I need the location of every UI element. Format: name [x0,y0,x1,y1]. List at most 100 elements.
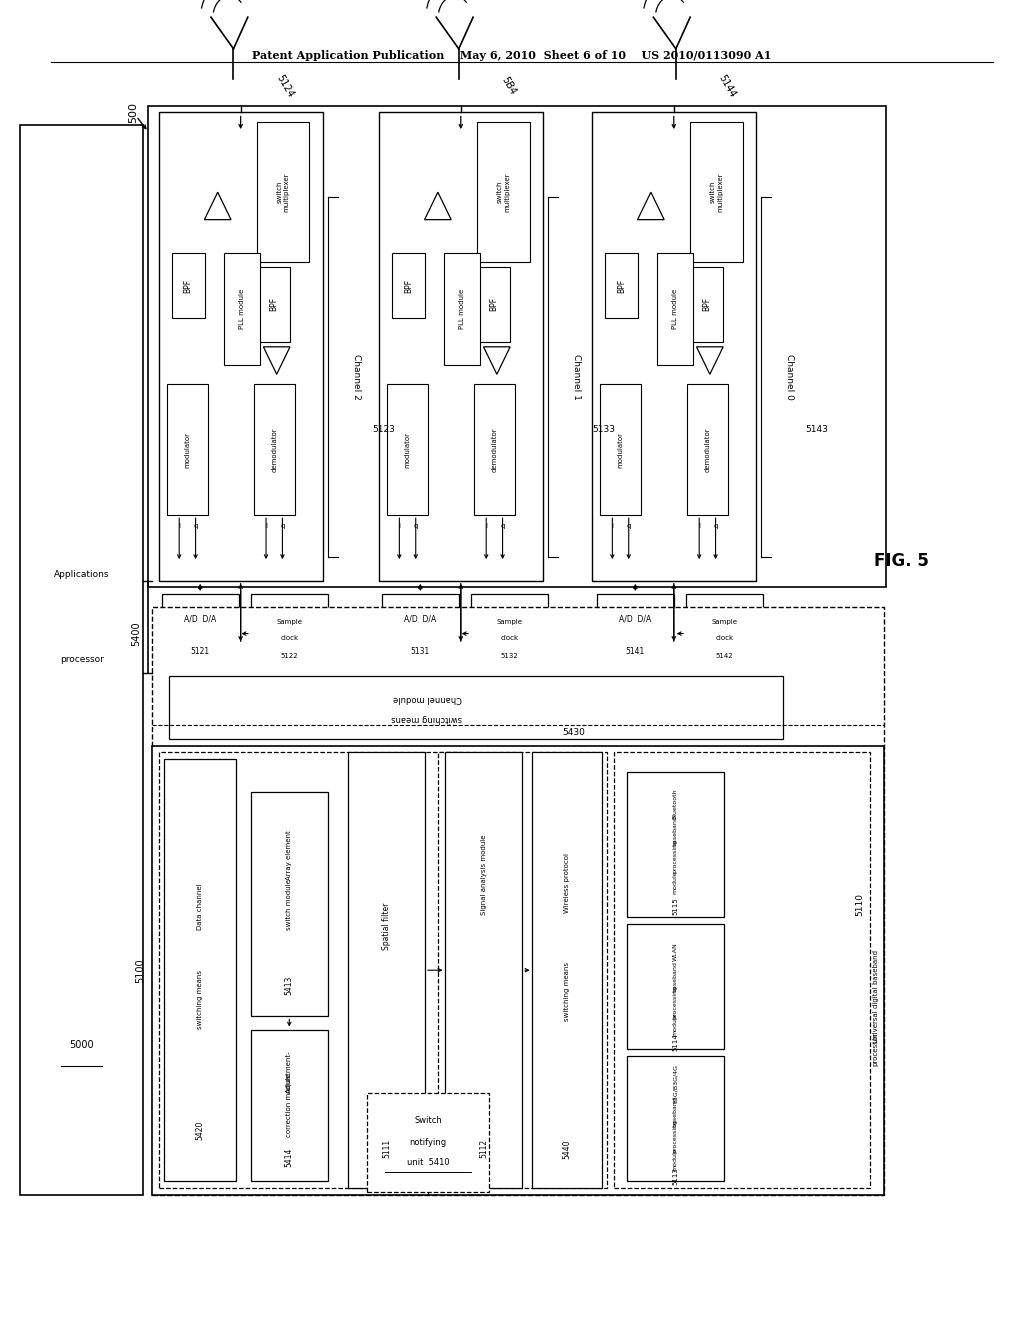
Text: notifying: notifying [410,1138,446,1147]
Text: 5122: 5122 [281,653,298,659]
Bar [164,759,236,1181]
Bar [348,752,425,1188]
Bar [172,253,205,318]
Text: 5131: 5131 [411,647,430,656]
Text: q: q [194,523,198,529]
Text: WLAN: WLAN [673,942,678,961]
Text: 5111: 5111 [382,1139,391,1159]
Text: Bluetooth: Bluetooth [673,789,678,820]
Text: 5142: 5142 [716,653,733,659]
Text: Channel module: Channel module [392,693,462,702]
Text: processing: processing [673,985,678,1019]
Text: I: I [265,523,267,529]
Text: processor: processor [872,1032,879,1067]
Text: Sample: Sample [497,619,522,624]
Bar [148,106,886,587]
Bar [477,121,529,263]
Bar [627,924,724,1049]
Text: Switch: Switch [414,1117,442,1125]
Text: I: I [178,523,180,529]
Text: processing: processing [673,840,678,874]
Bar [367,1093,489,1192]
Text: Applications: Applications [54,570,110,579]
Bar [159,752,461,1188]
Bar [251,594,328,673]
Text: Universal digital baseband: Universal digital baseband [872,950,879,1043]
Text: q: q [627,523,631,529]
Text: 5132: 5132 [501,653,518,659]
Text: 5420: 5420 [196,1121,204,1140]
Text: I: I [398,523,400,529]
Text: 5B4: 5B4 [500,75,518,96]
Bar [438,752,607,1188]
Text: Adjustment-: Adjustment- [287,1051,292,1093]
Bar [690,121,742,263]
Text: modulator: modulator [617,432,624,467]
Text: 5110: 5110 [856,892,864,916]
Text: Channel 2: Channel 2 [352,354,360,400]
Text: Patent Application Publication    May 6, 2010  Sheet 6 of 10    US 2010/0113090 : Patent Application Publication May 6, 20… [252,50,772,61]
Text: BPF: BPF [183,279,193,293]
Text: 5440: 5440 [563,1139,571,1159]
Text: switch
multiplexer: switch multiplexer [710,172,723,211]
Text: 5100: 5100 [135,958,145,982]
Text: 5000: 5000 [70,1040,94,1049]
Text: I: I [698,523,700,529]
Text: 5115: 5115 [673,896,678,915]
Text: module: module [673,1147,678,1171]
Text: switch
multiplexer: switch multiplexer [276,172,290,211]
Text: Wireless protocol: Wireless protocol [564,853,570,913]
Text: 5400: 5400 [131,622,141,645]
Text: 5112: 5112 [479,1139,488,1159]
Text: baseband: baseband [673,1096,678,1126]
Text: q: q [414,523,418,529]
Text: switching means: switching means [564,962,570,1022]
Text: correction module: correction module [287,1073,292,1138]
Bar [686,594,763,673]
Bar [444,253,480,366]
Text: processor: processor [60,656,103,664]
Text: FIG. 5: FIG. 5 [873,552,929,570]
Text: 5414: 5414 [285,1147,294,1167]
Bar [382,594,459,673]
Bar [379,112,543,581]
Bar [152,607,884,1195]
Text: Channel 0: Channel 0 [785,354,794,400]
Text: A/D  D/A: A/D D/A [404,615,436,624]
Text: BPF: BPF [489,297,498,312]
Text: E3G/B3G/4G: E3G/B3G/4G [673,1064,678,1104]
Text: 5121: 5121 [190,647,210,656]
Text: demodulator: demodulator [705,428,711,473]
Text: 500: 500 [128,102,138,123]
Text: 5141: 5141 [626,647,645,656]
Text: baseband: baseband [673,961,678,993]
Text: PLL module: PLL module [240,289,246,329]
Bar [445,752,522,1188]
Text: I: I [485,523,487,529]
Text: 5123: 5123 [373,425,395,434]
Text: switch module: switch module [287,879,292,929]
Bar [257,267,290,342]
Bar [474,384,515,515]
Text: Array element: Array element [287,830,292,879]
Text: PLL module: PLL module [460,289,466,329]
Bar [20,125,143,1195]
Text: processing: processing [673,1119,678,1154]
Bar [687,384,728,515]
Text: Signal analysis module: Signal analysis module [481,834,486,915]
Text: A/D  D/A: A/D D/A [184,615,216,624]
Text: Channel 1: Channel 1 [572,354,581,400]
Text: modulator: modulator [184,432,190,467]
Text: PLL module: PLL module [673,289,679,329]
Text: I: I [611,523,613,529]
Text: modulator: modulator [404,432,411,467]
Bar [159,112,323,581]
Text: Sample: Sample [276,619,302,624]
Text: unit  5410: unit 5410 [407,1158,450,1167]
Text: 5143: 5143 [806,425,828,434]
Text: module: module [673,1012,678,1036]
Bar [592,112,756,581]
Text: BPF: BPF [403,279,413,293]
Text: A/D  D/A: A/D D/A [620,615,651,624]
Text: BPF: BPF [616,279,626,293]
